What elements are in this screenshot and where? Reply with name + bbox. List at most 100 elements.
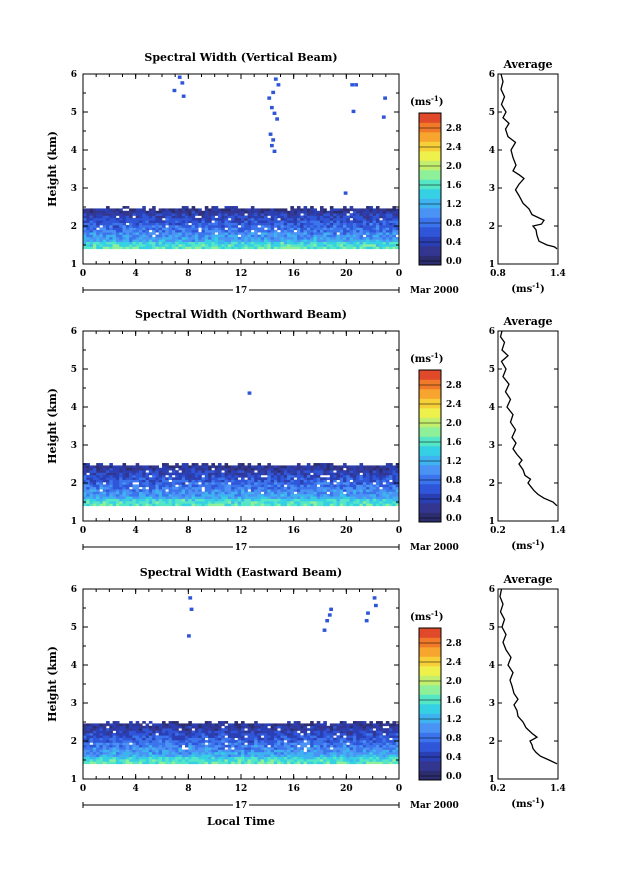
heatmap-cell (142, 222, 146, 226)
heatmap-cell (287, 482, 291, 485)
heatmap-cell (356, 732, 360, 736)
heatmap-cell (260, 467, 265, 471)
heatmap-cell (277, 236, 281, 240)
heatmap-cell (122, 479, 127, 483)
heatmap-cell (194, 222, 199, 226)
heatmap-cell (185, 725, 189, 729)
colorbar-swatch (419, 493, 441, 504)
heatmap-cell (208, 241, 212, 245)
heatmap-cell (320, 744, 324, 748)
heatmap-cell (119, 232, 123, 235)
heatmap-cell (135, 463, 140, 466)
heatmap-cell (352, 503, 357, 507)
heatmap-cell (185, 732, 189, 736)
heatmap-cell (375, 213, 380, 216)
heatmap-cell (83, 489, 87, 492)
heatmap-cell (234, 747, 239, 750)
heatmap-cell (86, 222, 90, 226)
heatmap-cell (270, 220, 275, 223)
heatmap-cell (109, 759, 113, 762)
heatmap-cell (346, 501, 350, 504)
heatmap-cell (92, 234, 97, 238)
heatmap-cell (257, 222, 262, 226)
heatmap-cell (273, 246, 278, 250)
heatmap-cell (119, 470, 123, 473)
heatmap-cell (152, 474, 156, 478)
heatmap-cell (244, 225, 248, 228)
heatmap-cell (181, 210, 186, 214)
heatmap-cell (152, 217, 156, 221)
heatmap-cell (375, 484, 380, 488)
heatmap-cell (129, 737, 133, 741)
heatmap-cell (343, 477, 347, 480)
heatmap-cell (237, 239, 242, 242)
heatmap-cell (329, 501, 334, 504)
heatmap-cell (175, 491, 179, 495)
heatmap-cell (310, 227, 314, 231)
heatmap-cell (234, 749, 239, 753)
heatmap-cell (148, 213, 153, 216)
heatmap-cell (329, 208, 334, 212)
heatmap-cell (122, 244, 127, 247)
heatmap-cell (155, 234, 160, 238)
heatmap-cell (346, 246, 350, 250)
heatmap-cell (389, 217, 393, 221)
heatmap-cell (237, 759, 242, 762)
heatmap-cell (185, 735, 189, 738)
heatmap-cell (254, 759, 258, 762)
heatmap-cell (270, 751, 275, 755)
heatmap-cell (155, 493, 160, 497)
heatmap-cell (296, 756, 301, 760)
heatmap-cell (395, 498, 400, 502)
heatmap-cell (201, 744, 206, 748)
heatmap-cell (208, 236, 212, 240)
heatmap-cell (152, 465, 156, 469)
heatmap-cell (231, 220, 235, 223)
average-x-tick-label: 1.4 (550, 269, 566, 279)
heatmap-cell (211, 759, 215, 762)
heatmap-cell (198, 220, 202, 223)
heatmap-cell (241, 465, 245, 469)
heatmap-cell (313, 232, 318, 235)
heatmap-cell (254, 756, 258, 760)
heatmap-cell (201, 467, 206, 471)
heatmap-cell (208, 474, 212, 478)
heatmap-cell (83, 486, 87, 490)
heatmap-cell (201, 491, 206, 495)
heatmap-cell (280, 215, 285, 219)
heatmap-cell (280, 239, 285, 242)
heatmap-cell (257, 217, 262, 221)
heatmap-cell (119, 737, 123, 741)
heatmap-cell (138, 474, 143, 478)
heatmap-cell (86, 215, 90, 219)
heatmap-cell (99, 732, 104, 736)
heatmap-cell (306, 749, 311, 753)
heatmap-cell (349, 246, 354, 250)
heatmap-cell (329, 463, 334, 466)
heatmap-cell (231, 225, 235, 228)
heatmap-cell (290, 489, 294, 492)
heatmap-cell (227, 222, 232, 226)
heatmap-cell (326, 747, 331, 750)
heatmap-cell (280, 210, 285, 214)
heatmap-cell (310, 477, 314, 480)
heatmap-cell (142, 493, 146, 497)
date-label: Mar 2000 (410, 286, 459, 296)
heatmap-cell (165, 236, 169, 240)
heatmap-cell (178, 744, 183, 748)
colorbar-tick-label: 0.8 (446, 476, 462, 486)
heatmap-cell (231, 496, 235, 499)
heatmap-cell (92, 732, 97, 736)
heatmap-cell (333, 241, 337, 245)
heatmap-cell (181, 723, 186, 727)
heatmap-cell (382, 498, 387, 502)
heatmap-cell (306, 227, 311, 231)
heatmap-cell (224, 474, 229, 478)
heatmap-cell (129, 477, 133, 480)
heatmap-cell (129, 482, 133, 485)
heatmap-cell (362, 491, 367, 495)
heatmap-cell (349, 467, 354, 471)
heatmap-cell (273, 241, 278, 245)
heatmap-cell (260, 493, 265, 497)
heatmap-cell (211, 751, 215, 755)
